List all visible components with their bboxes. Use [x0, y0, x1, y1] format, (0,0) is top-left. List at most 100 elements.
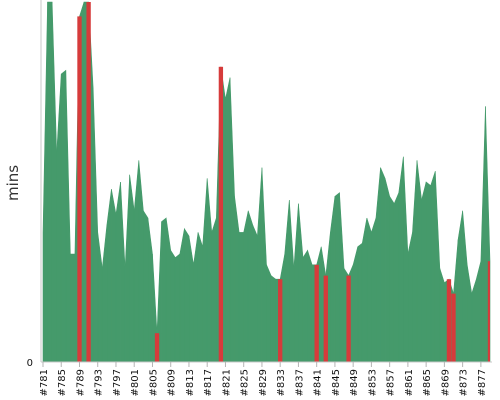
- x-ticks: #781 #785 #789 #793 #797 #801 #805 #809 #813 #817…: [39, 362, 488, 396]
- x-tick-label: #833: [276, 369, 287, 396]
- area-segment-785: [60, 69, 67, 363]
- x-tick-label: #861: [404, 369, 415, 396]
- x-tick-label: #805: [148, 369, 159, 396]
- failed-build-848[interactable]: [346, 275, 351, 362]
- area-segment-829: [261, 167, 267, 363]
- area-segment-858: [393, 192, 400, 363]
- area-segment-794: [101, 225, 108, 363]
- area-segment-816: [202, 178, 208, 363]
- x-tick-label: #797: [112, 369, 123, 396]
- y-ticks: 0: [27, 358, 33, 369]
- area-segment-835: [289, 199, 295, 363]
- failed-build-871[interactable]: [451, 293, 456, 362]
- failed-build-820[interactable]: [218, 66, 224, 363]
- area-segment-857: [389, 195, 395, 363]
- area-segment-838: [302, 249, 308, 363]
- area-segment-792: [92, 88, 99, 363]
- area-segment-814: [193, 232, 199, 363]
- area-segment-807: [161, 217, 167, 363]
- area-segment-782: [47, 1, 53, 363]
- area-segment-861: [407, 232, 413, 363]
- area-segment-803: [143, 209, 149, 363]
- area-segment-822: [229, 77, 235, 363]
- area-segment-855: [380, 167, 386, 363]
- y-tick-label: 0: [27, 358, 33, 369]
- area-segment-868: [439, 268, 445, 363]
- failed-build-870[interactable]: [446, 279, 452, 362]
- x-tick-label: #825: [240, 369, 251, 396]
- area-segment-821: [225, 77, 231, 363]
- failed-build-843[interactable]: [323, 275, 328, 362]
- x-tick-label: #865: [422, 369, 433, 396]
- x-tick-label: #785: [57, 369, 68, 396]
- x-tick-label: #873: [459, 369, 470, 396]
- area-segment-865: [425, 181, 432, 363]
- area-segment-845: [334, 192, 340, 363]
- area-segment-810: [174, 253, 181, 363]
- area-segment-867: [434, 171, 441, 363]
- area-segment-850: [357, 242, 363, 363]
- area-segment-849: [352, 246, 359, 363]
- area-segment-872: [457, 210, 463, 363]
- area-segment-817: [206, 178, 213, 363]
- x-tick-label: #821: [221, 369, 232, 396]
- x-tick-label: #857: [386, 369, 397, 396]
- area-segment-797: [115, 181, 121, 363]
- failed-build-789[interactable]: [77, 16, 82, 363]
- area-segment-823: [234, 196, 240, 363]
- area-segment-813: [188, 235, 194, 363]
- area-segment-824: [238, 232, 244, 363]
- area-segment-846: [339, 192, 345, 363]
- x-tick-label: #841: [313, 369, 324, 396]
- area-segment-795: [106, 189, 112, 363]
- area-segment-854: [375, 167, 381, 363]
- x-tick-label: #877: [477, 369, 488, 396]
- area-segment-863: [416, 160, 422, 363]
- area-segment-796: [111, 189, 117, 363]
- x-tick-label: #813: [185, 369, 196, 396]
- area-segment-834: [284, 199, 290, 363]
- area-segment-798: [120, 181, 126, 363]
- area-segment-786: [65, 70, 71, 363]
- area-segment-876: [476, 261, 482, 363]
- area-segment-809: [170, 249, 176, 363]
- area-segment-874: [466, 264, 473, 363]
- area-segment-859: [398, 156, 404, 363]
- failed-build-791[interactable]: [86, 2, 91, 362]
- area-segment-787: [70, 253, 76, 363]
- area-segment-827: [252, 225, 258, 363]
- area-segment-825: [243, 210, 249, 363]
- area-segment-818: [211, 217, 217, 363]
- x-tick-label: #809: [167, 369, 178, 396]
- area-segment-873: [462, 210, 468, 363]
- x-tick-label: #845: [331, 369, 342, 396]
- series-area: [42, 1, 491, 363]
- area-segment-875: [471, 279, 477, 363]
- failed-build-833[interactable]: [278, 279, 283, 362]
- failed-build-879[interactable]: [487, 261, 490, 362]
- area-segment-864: [421, 181, 427, 363]
- x-tick-label: #853: [367, 369, 378, 396]
- area-segment-851: [361, 217, 368, 363]
- failed-build-841[interactable]: [314, 264, 319, 362]
- area-segment-866: [430, 171, 436, 363]
- area-segment-839: [307, 250, 313, 363]
- area-segment-844: [330, 196, 336, 363]
- x-tick-label: #817: [203, 369, 214, 396]
- area-segment-830: [266, 264, 272, 363]
- area-segment-804: [147, 217, 153, 363]
- area-segment-783: [51, 1, 57, 363]
- area-segment-853: [371, 217, 377, 363]
- area-segment-836: [293, 203, 299, 363]
- area-segment-800: [129, 174, 135, 363]
- y-axis-label: mins: [4, 165, 22, 201]
- area-segment-860: [403, 156, 409, 363]
- failed-build-806[interactable]: [154, 333, 160, 362]
- area-segment-831: [270, 274, 276, 363]
- x-tick-label: #789: [75, 369, 86, 396]
- x-tick-label: #829: [258, 369, 269, 396]
- area-segment-826: [247, 210, 254, 363]
- area-segment-784: [56, 73, 62, 363]
- area-segment-862: [412, 160, 418, 363]
